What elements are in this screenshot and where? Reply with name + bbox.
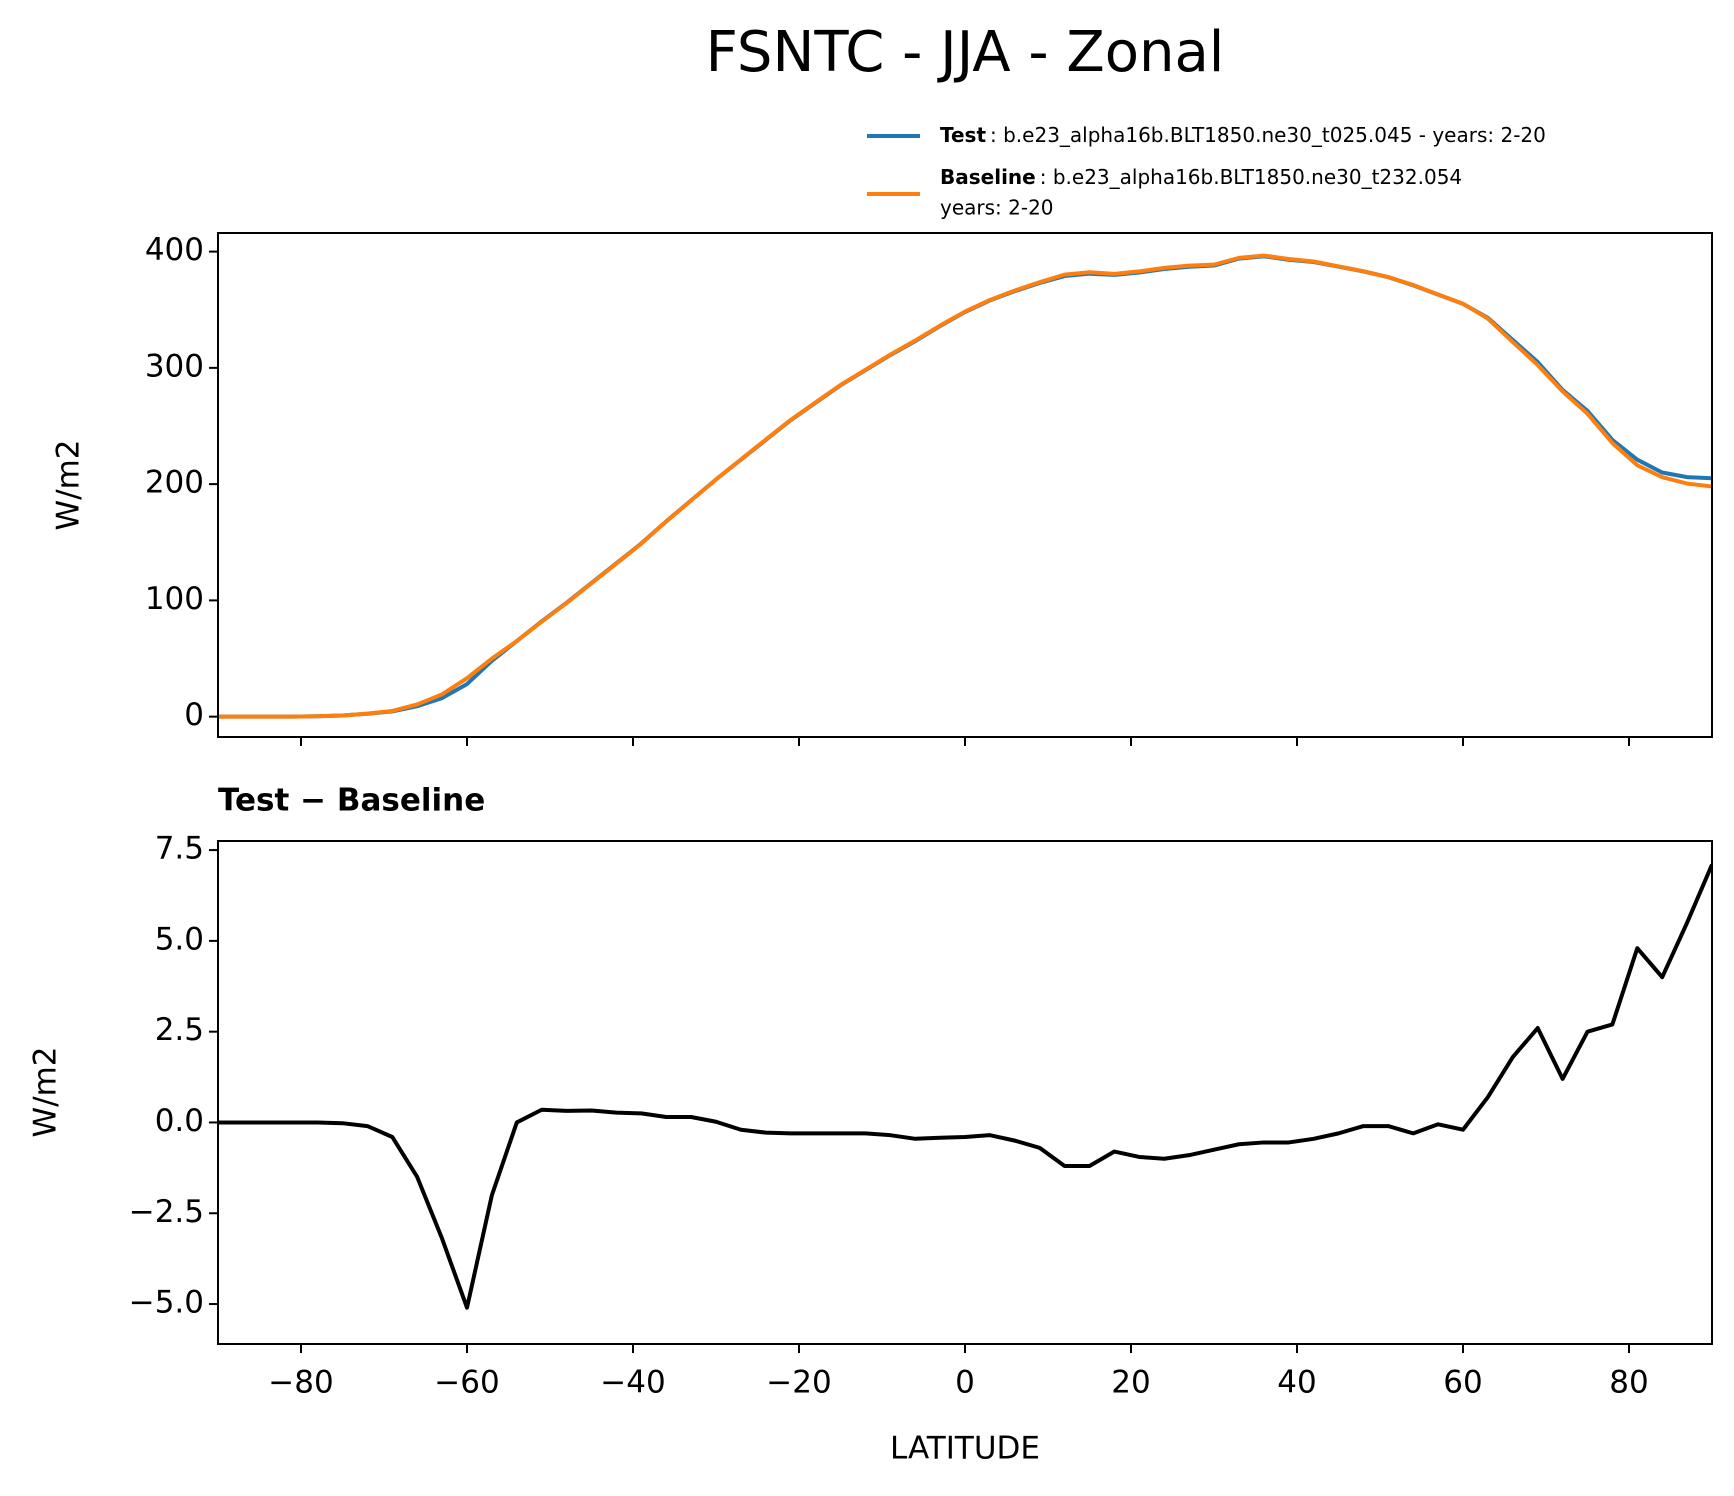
y-tick-label: 100	[145, 581, 204, 617]
x-tick-label: −80	[268, 1365, 333, 1401]
y-tick-label: −5.0	[129, 1285, 204, 1321]
y-tick-label: 400	[145, 232, 204, 268]
data-line	[218, 863, 1712, 1310]
x-tick-label: −60	[434, 1365, 499, 1401]
y-tick-label: 0	[184, 697, 204, 733]
x-tick-label: 0	[955, 1365, 975, 1401]
legend-name: Test	[940, 123, 986, 147]
y-tick-label: 0.0	[155, 1103, 204, 1139]
chart-title: FSNTC - JJA - Zonal	[706, 20, 1225, 85]
x-tick-label: −20	[766, 1365, 831, 1401]
x-axis-label: LATITUDE	[890, 1431, 1040, 1467]
y-axis-label: W/m2	[28, 1046, 64, 1137]
y-tick-label: 300	[145, 348, 204, 384]
x-tick-label: 20	[1111, 1365, 1150, 1401]
y-axis-label: W/m2	[51, 439, 87, 530]
y-tick-label: 200	[145, 465, 204, 501]
legend-description: years: 2-20	[940, 196, 1054, 220]
axes-frame	[217, 840, 1713, 1345]
data-line	[218, 254, 1712, 719]
legend-description: : b.e23_alpha16b.BLT1850.ne30_t232.054	[1040, 165, 1462, 189]
x-tick-label: 40	[1277, 1365, 1316, 1401]
panel-title: Test − Baseline	[218, 783, 485, 819]
x-tick-label: 80	[1609, 1365, 1648, 1401]
plot-area	[218, 253, 1712, 719]
y-tick-label: 2.5	[155, 1012, 204, 1048]
legend-name: Baseline	[940, 165, 1036, 189]
plot-area	[218, 863, 1712, 1310]
y-tick-label: 7.5	[155, 831, 204, 867]
x-tick-label: 60	[1443, 1365, 1482, 1401]
y-tick-label: 5.0	[155, 921, 204, 957]
legend-label: Baseline: b.e23_alpha16b.BLT1850.ne30_t2…	[940, 165, 1462, 189]
x-tick-label: −40	[600, 1365, 665, 1401]
y-tick-label: −2.5	[129, 1194, 204, 1230]
legend-description: : b.e23_alpha16b.BLT1850.ne30_t025.045 -…	[990, 123, 1546, 147]
data-line	[218, 253, 1712, 719]
axes-frame	[217, 232, 1713, 738]
legend-label: Test: b.e23_alpha16b.BLT1850.ne30_t025.0…	[940, 123, 1546, 147]
